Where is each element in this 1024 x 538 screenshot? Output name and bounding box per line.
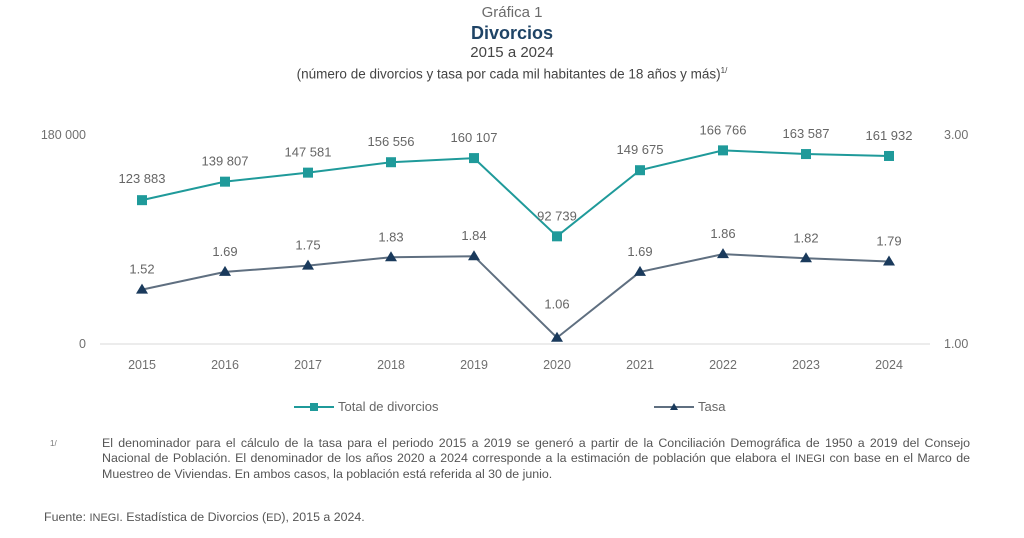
source-abbr: ED [266, 512, 282, 524]
legend-swatch-tasa [654, 401, 694, 413]
y-axis-left: 0 180 000 [41, 128, 86, 351]
x-tick-label: 2018 [377, 358, 405, 372]
y-right-tick-label: 1.00 [944, 337, 968, 351]
data-label: 1.82 [793, 230, 818, 245]
series-line [141, 253, 890, 340]
source-prefix: Fuente: [44, 510, 90, 524]
chart-title: Divorcios [470, 23, 554, 43]
legend-label-tasa: Tasa [698, 399, 726, 414]
x-tick-label: 2020 [543, 358, 571, 372]
x-tick-label: 2016 [211, 358, 239, 372]
data-point [552, 231, 562, 242]
data-label: 156 556 [368, 134, 415, 149]
data-point [468, 250, 480, 261]
data-label: 1.69 [627, 244, 652, 259]
data-point [551, 331, 563, 342]
chart-titles: Gráfica 1 Divorcios 2015 a 2024 (número … [0, 4, 1024, 84]
data-label: 1.79 [876, 233, 901, 248]
data-point [800, 252, 812, 263]
data-label: 123 883 [119, 171, 166, 186]
x-tick-label: 2022 [709, 358, 737, 372]
data-point [386, 157, 396, 168]
data-label: 1.84 [461, 228, 486, 243]
data-label: 161 932 [866, 128, 913, 143]
legend-item-tasa: Tasa [654, 399, 725, 414]
data-point [884, 150, 894, 161]
footnote-mark: 1/ [50, 439, 57, 448]
source-org: INEGI [89, 512, 120, 524]
series-total-divorcios: 123 883 139 807 147 581 156 556 160 107 92 73… [119, 122, 913, 242]
square-marker-icon [310, 402, 318, 411]
x-axis: 2015 2016 2017 2018 2019 2020 2021 2022 2023 2024 [128, 358, 903, 372]
chart-period: 2015 a 2024 [470, 44, 554, 61]
x-tick-label: 2021 [626, 358, 654, 372]
legend-item-total: Total de divorcios [294, 399, 438, 414]
data-label: 1.86 [710, 226, 735, 241]
footnote-org: INEGI [795, 453, 826, 465]
data-point [635, 165, 645, 176]
y-right-tick-label: 3.00 [944, 128, 968, 142]
data-label: 160 107 [451, 130, 498, 145]
data-label: 1.75 [295, 238, 320, 253]
x-tick-label: 2015 [128, 358, 156, 372]
data-point [302, 259, 314, 270]
data-point [303, 167, 313, 178]
chart-units: (número de divorcios y tasa por cada mil… [0, 62, 1024, 84]
data-label: 163 587 [783, 126, 830, 141]
data-label: 92 739 [537, 208, 577, 223]
triangle-marker-icon [670, 402, 678, 410]
data-label: 1.69 [212, 244, 237, 259]
series-layer: 123 883 139 807 147 581 156 556 160 107 92 73… [119, 122, 913, 342]
units-note-mark: 1/ [720, 66, 728, 75]
footnote-text-part-b: con base en el Marco de Muestreo de Vivi… [102, 451, 971, 481]
series-line [141, 149, 890, 238]
data-label: 1.83 [378, 229, 403, 244]
data-point [883, 255, 895, 266]
x-tick-label: 2023 [792, 358, 820, 372]
data-point [219, 265, 231, 276]
data-label: 166 766 [700, 122, 747, 137]
y-left-tick-label: 180 000 [41, 128, 86, 142]
x-tick-label: 2019 [460, 358, 488, 372]
data-point [220, 176, 230, 187]
data-point [385, 251, 397, 262]
source-text-b: ), 2015 a 2024. [281, 510, 365, 524]
source-note: Fuente: INEGI. Estadística de Divorcios … [44, 510, 365, 524]
footnote-text: El denominador para el cálculo de la tas… [102, 436, 970, 482]
data-point [634, 265, 646, 276]
legend: Total de divorcios Tasa [0, 399, 1024, 419]
data-label: 1.52 [129, 262, 154, 277]
data-point [137, 195, 147, 206]
data-point [718, 145, 728, 156]
y-left-tick-label: 0 [79, 337, 86, 351]
data-label: 147 581 [285, 145, 332, 160]
legend-swatch-total [294, 401, 334, 413]
footnote-text-part-a: El denominador para el cálculo de la tas… [102, 436, 970, 465]
data-point [717, 248, 729, 259]
y-axis-right: 1.00 3.00 [944, 128, 968, 351]
data-label: 139 807 [202, 154, 249, 169]
data-label: 149 675 [617, 142, 664, 157]
x-tick-label: 2024 [875, 358, 903, 372]
data-point [136, 283, 148, 294]
footnote: 1/ El denominador para el cálculo de la … [50, 436, 970, 482]
chart-kicker: Gráfica 1 [481, 4, 543, 21]
data-point [801, 149, 811, 160]
units-text: (número de divorcios y tasa por cada mil… [296, 66, 721, 82]
x-tick-label: 2017 [294, 358, 322, 372]
data-point [469, 153, 479, 164]
source-text-a: . Estadística de Divorcios ( [119, 510, 267, 524]
data-label: 1.06 [544, 297, 569, 312]
legend-label-total: Total de divorcios [338, 399, 439, 414]
series-tasa: 1.52 1.69 1.75 1.83 1.84 1.06 1.69 1.86 1.82 1.79 [129, 226, 902, 342]
